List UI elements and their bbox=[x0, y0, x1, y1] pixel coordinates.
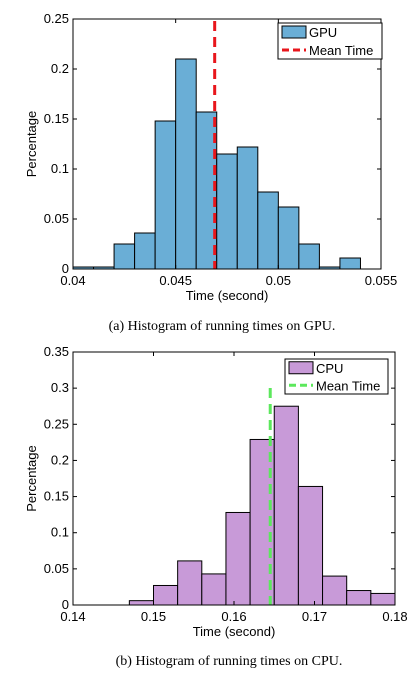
x-tick-label: 0.055 bbox=[365, 273, 398, 288]
x-tick-label: 0.18 bbox=[382, 609, 407, 624]
y-tick-label: 0.25 bbox=[44, 11, 69, 26]
histogram-bar bbox=[177, 560, 203, 606]
legend-swatch-bars bbox=[281, 25, 307, 39]
y-axis-ticks: 0 0.05 0.1 0.15 0.2 0.25 0.3 0.35 bbox=[44, 344, 395, 612]
legend-label: CPU bbox=[316, 361, 343, 376]
y-tick-label: 0.1 bbox=[51, 161, 69, 176]
histogram-bar bbox=[154, 120, 177, 270]
legend: CPU Mean Time bbox=[284, 358, 389, 395]
legend-label: GPU bbox=[309, 25, 337, 40]
x-tick-label: 0.05 bbox=[266, 273, 291, 288]
histogram-bar bbox=[273, 405, 299, 606]
figure-caption: (b) Histogram of running times on CPU. bbox=[116, 654, 343, 669]
histogram-bar bbox=[277, 206, 300, 270]
histogram-bar bbox=[201, 573, 227, 606]
y-axis-label: Percentage bbox=[24, 445, 39, 512]
histogram-bar bbox=[257, 191, 279, 270]
legend-label: Mean Time bbox=[316, 378, 380, 393]
chart-cpu: 0.14 0.15 0.16 0.17 0.1800.050.10.150.20.250… bbox=[24, 344, 408, 669]
x-axis-ticks: 0.14 0.15 0.16 0.17 0.18 bbox=[60, 352, 408, 624]
x-tick-label: 0.14 bbox=[60, 609, 85, 624]
histogram-bars bbox=[72, 58, 361, 270]
chart-gpu: 0.04 0.045 0.05 0.055 0 0.05 0.1 0.15 0.2 0.25 Tim… bbox=[24, 11, 397, 334]
histogram-bar bbox=[113, 243, 136, 270]
histogram-bar bbox=[225, 511, 251, 606]
plot-area-frame bbox=[72, 18, 382, 270]
y-tick-label: 0.2 bbox=[51, 452, 69, 467]
y-axis-label: Percentage bbox=[24, 111, 39, 178]
y-tick-label: 0 bbox=[62, 597, 69, 612]
histogram-bar bbox=[175, 58, 197, 270]
x-axis-ticks: 0.04 0.045 0.05 0.055 bbox=[60, 19, 397, 288]
legend-label: Mean Time bbox=[309, 43, 373, 58]
y-tick-label: 0.2 bbox=[51, 61, 69, 76]
histogram-bar bbox=[298, 243, 320, 270]
y-tick-label: 0.15 bbox=[44, 489, 69, 504]
histogram-bar bbox=[153, 584, 179, 606]
x-tick-label: 0.16 bbox=[221, 609, 246, 624]
histogram-bar bbox=[297, 485, 324, 606]
legend-swatch-bars bbox=[288, 361, 314, 375]
histogram-bar bbox=[236, 146, 259, 270]
figure-caption: (a) Histogram of running times on GPU. bbox=[109, 319, 336, 334]
x-tick-label: 0.17 bbox=[302, 609, 327, 624]
histogram-bar bbox=[339, 257, 361, 270]
legend: GPU Mean Time bbox=[277, 22, 383, 60]
y-tick-label: 0 bbox=[62, 261, 69, 276]
x-axis-label: Time (second) bbox=[186, 288, 269, 303]
x-tick-label: 0.045 bbox=[159, 273, 192, 288]
y-tick-label: 0.35 bbox=[44, 344, 69, 359]
y-tick-label: 0.3 bbox=[51, 380, 69, 395]
x-axis-label: Time (second) bbox=[193, 624, 276, 639]
histogram-bars bbox=[128, 405, 396, 606]
y-tick-label: 0.05 bbox=[44, 211, 69, 226]
histogram-bar bbox=[216, 153, 238, 270]
y-tick-label: 0.25 bbox=[44, 416, 69, 431]
y-tick-label: 0.15 bbox=[44, 111, 69, 126]
y-tick-label: 0.05 bbox=[44, 561, 69, 576]
x-tick-label: 0.04 bbox=[60, 273, 85, 288]
y-axis-ticks: 0 0.05 0.1 0.15 0.2 0.25 bbox=[44, 11, 381, 276]
histogram-bar bbox=[134, 232, 156, 270]
histogram-bar bbox=[322, 575, 348, 606]
histogram-bar bbox=[370, 592, 396, 606]
x-tick-label: 0.15 bbox=[141, 609, 166, 624]
histogram-bar bbox=[128, 600, 155, 606]
y-tick-label: 0.1 bbox=[51, 525, 69, 540]
histogram-bar bbox=[346, 590, 372, 606]
